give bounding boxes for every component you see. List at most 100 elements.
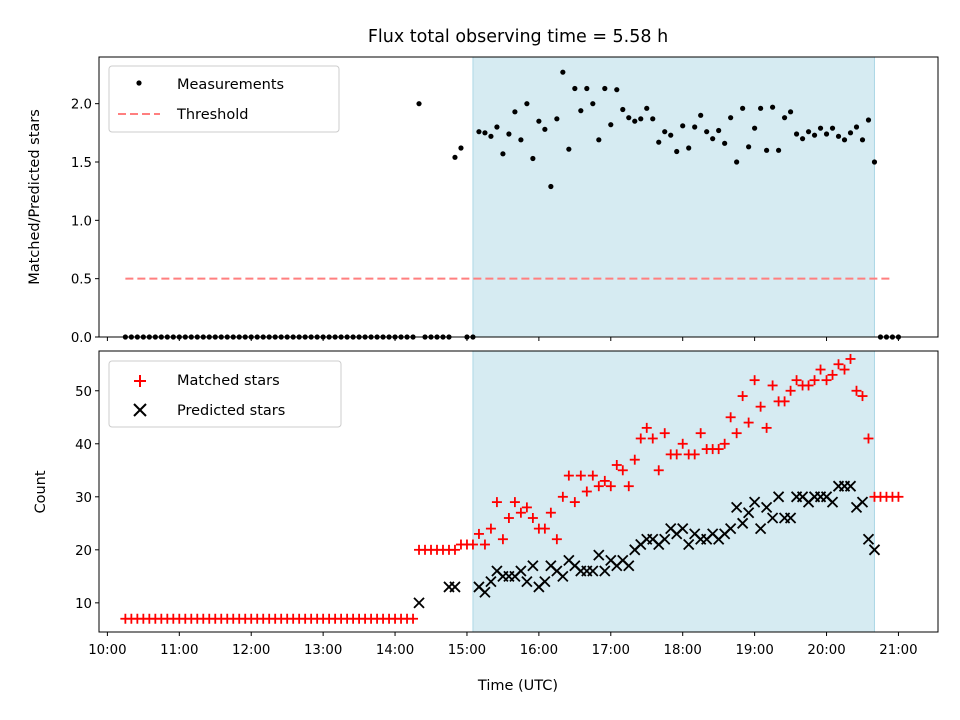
matched-star-point bbox=[737, 391, 748, 402]
measurement-point bbox=[871, 159, 878, 165]
y-tick-label: 2.0 bbox=[71, 98, 92, 113]
measurement-point bbox=[722, 140, 728, 146]
predicted-star-point bbox=[862, 533, 875, 545]
x-stroke-b bbox=[413, 597, 425, 609]
x-stroke-b bbox=[617, 554, 629, 567]
matched-star-point bbox=[803, 380, 814, 391]
measurement-point bbox=[734, 159, 740, 165]
x-stroke-b bbox=[623, 560, 635, 572]
x-stroke-b bbox=[539, 575, 551, 588]
measurement-point bbox=[512, 109, 518, 115]
measurement-point bbox=[524, 101, 530, 107]
matched-star-point bbox=[743, 417, 754, 428]
x-tick-label: 16:00 bbox=[520, 643, 558, 658]
x-stroke-b bbox=[605, 554, 617, 567]
matched-star-point bbox=[497, 534, 508, 545]
legend-matched-marker bbox=[134, 375, 146, 387]
x-stroke-b bbox=[563, 554, 575, 567]
measurement-point bbox=[752, 125, 758, 131]
measurement-point bbox=[692, 124, 698, 130]
matched-star-point bbox=[605, 481, 616, 492]
measurement-point bbox=[662, 129, 668, 135]
legend-measurements-marker bbox=[136, 80, 142, 86]
x-stroke-b bbox=[479, 586, 491, 598]
predicted-star-point bbox=[485, 575, 497, 588]
matched-star-points bbox=[120, 353, 904, 624]
matched-star-point bbox=[581, 486, 592, 497]
measurement-point bbox=[674, 148, 680, 155]
legend-threshold-label: Threshold bbox=[176, 107, 248, 123]
predicted-star-point bbox=[826, 496, 839, 508]
top-plot-frame bbox=[98, 56, 939, 338]
matched-star-point bbox=[659, 428, 670, 439]
measurement-point bbox=[632, 118, 638, 124]
matched-star-point bbox=[647, 433, 658, 444]
matched-star-point bbox=[635, 433, 646, 444]
measurement-point bbox=[476, 129, 482, 135]
x-stroke-b bbox=[796, 491, 809, 503]
y-tick-label: 0.0 bbox=[71, 331, 92, 346]
measurement-point bbox=[566, 146, 572, 152]
measurement-point bbox=[590, 101, 596, 107]
measurement-point bbox=[614, 87, 620, 93]
x-stroke-b bbox=[521, 575, 533, 588]
measurement-point bbox=[602, 85, 608, 92]
measurement-point bbox=[560, 69, 566, 75]
predicted-star-point bbox=[754, 522, 767, 535]
measurement-point bbox=[793, 131, 800, 137]
x-tick-label: 14:00 bbox=[376, 643, 414, 658]
matched-star-point bbox=[677, 438, 688, 449]
chart-title: Flux total observing time = 5.58 h bbox=[368, 27, 668, 47]
top-legend: Measurements Threshold bbox=[108, 65, 340, 133]
measurement-point bbox=[572, 85, 578, 92]
measurement-point bbox=[817, 125, 824, 131]
matched-star-point bbox=[713, 444, 724, 455]
matched-star-point bbox=[623, 481, 634, 492]
x-stroke-b bbox=[491, 565, 503, 577]
predicted-star-point bbox=[557, 570, 569, 582]
y-tick-label: 20 bbox=[75, 544, 92, 559]
matched-star-point bbox=[563, 470, 574, 481]
measurement-point bbox=[554, 116, 560, 122]
measurement-point bbox=[536, 118, 542, 124]
matched-star-point bbox=[551, 534, 562, 545]
top-legend-box bbox=[108, 65, 340, 133]
predicted-star-point bbox=[725, 522, 737, 535]
measurement-point bbox=[811, 132, 818, 138]
matched-star-point bbox=[755, 401, 766, 412]
predicted-star-point bbox=[539, 575, 551, 588]
predicted-star-point bbox=[659, 533, 671, 545]
measurement-point bbox=[710, 136, 716, 142]
measurement-point bbox=[853, 124, 860, 130]
matched-star-point bbox=[791, 375, 802, 386]
measurement-point bbox=[578, 108, 584, 114]
measurement-point bbox=[716, 127, 722, 134]
x-tick-label: 19:00 bbox=[735, 643, 773, 658]
matched-star-point bbox=[479, 539, 490, 550]
top-plot-panel: 0.00.51.01.52.0 Matched/Predicted stars … bbox=[27, 56, 939, 346]
matched-star-point bbox=[857, 391, 868, 402]
measurement-point bbox=[500, 151, 506, 157]
x-stroke-b bbox=[766, 512, 779, 524]
predicted-star-point bbox=[731, 501, 743, 514]
measurement-point bbox=[865, 117, 872, 123]
matched-star-point bbox=[599, 475, 610, 486]
x-stroke-b bbox=[473, 581, 485, 593]
matched-star-point bbox=[827, 369, 838, 380]
matched-star-point bbox=[473, 528, 484, 539]
x-stroke-b bbox=[856, 496, 869, 508]
measurement-point bbox=[805, 129, 812, 135]
bottom-legend-box bbox=[108, 360, 342, 428]
predicted-star-point bbox=[784, 512, 797, 524]
matched-star-point bbox=[575, 470, 586, 481]
matched-star-point bbox=[833, 359, 844, 370]
matched-star-point bbox=[611, 459, 622, 470]
matched-star-point bbox=[641, 422, 652, 433]
predicted-star-point bbox=[760, 501, 773, 514]
matched-star-point bbox=[821, 375, 832, 386]
matched-star-point bbox=[767, 380, 778, 391]
measurement-point bbox=[494, 124, 500, 130]
matched-star-point bbox=[503, 513, 514, 524]
y-tick-label: 1.0 bbox=[71, 214, 92, 229]
